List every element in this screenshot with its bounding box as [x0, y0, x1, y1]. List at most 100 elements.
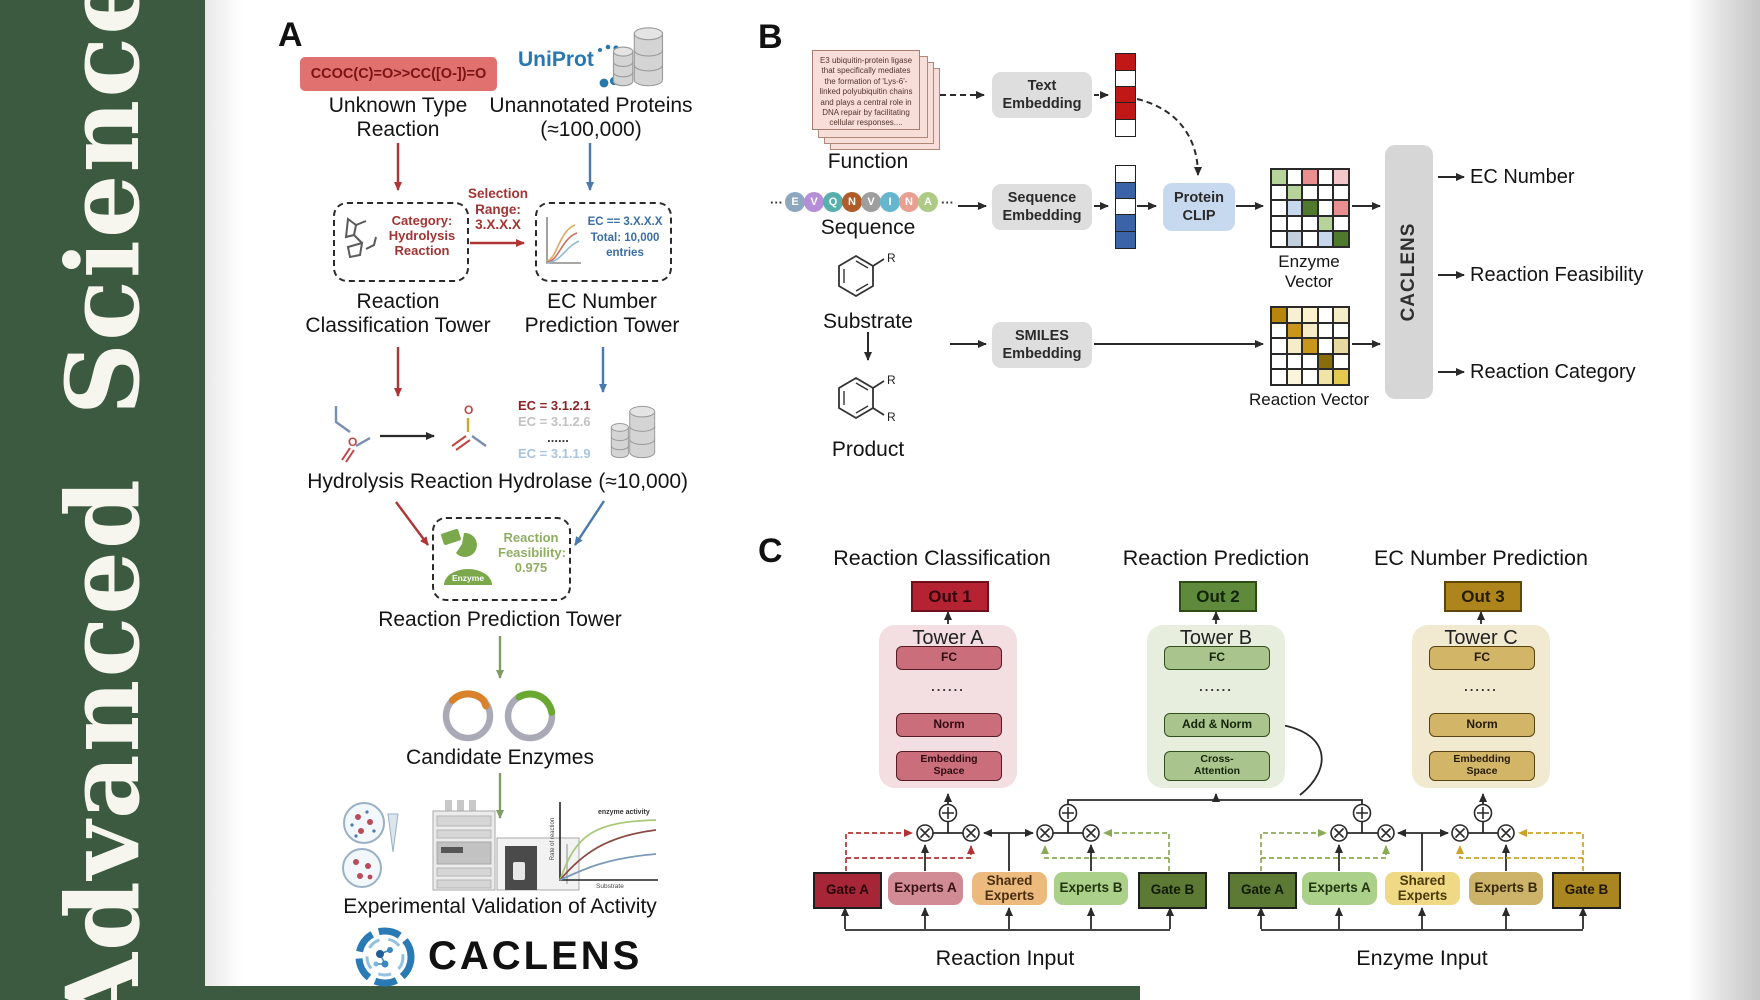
tower-b: Tower B FC ...... Add & Norm Cross- Atte…: [1147, 625, 1285, 788]
matrix-cell: [1286, 353, 1303, 370]
matrix-cell: [1271, 338, 1287, 354]
matrix-cell: [1271, 169, 1287, 185]
tower-a-fc: FC: [896, 646, 1002, 670]
residue-circle: N: [842, 192, 862, 212]
matrix-cell: [1302, 169, 1318, 185]
r-group-label: R: [887, 410, 896, 424]
column-title-ec-number-prediction: EC Number Prediction: [1374, 546, 1588, 570]
matrix-cell: [1317, 353, 1334, 370]
matrix-cell: [1271, 215, 1287, 232]
candidate-enzymes-label: Candidate Enzymes: [406, 746, 594, 769]
matrix-cell: [1302, 307, 1318, 323]
ec-result-item: EC = 3.1.2.6: [518, 414, 591, 429]
vector-cell: [1115, 118, 1136, 137]
panel-a-arrows: [380, 143, 607, 819]
vector-cell: [1115, 230, 1136, 249]
matrix-cell: [1317, 307, 1334, 323]
matrix-cell: [1333, 353, 1349, 370]
matrix-cell: [1333, 369, 1349, 385]
caclens-wordmark: CACLENS: [428, 934, 643, 978]
benzene-icon: R R: [838, 373, 896, 424]
validation-label: Experimental Validation of Activity: [343, 895, 657, 918]
column-title-reaction-prediction: Reaction Prediction: [1122, 546, 1310, 570]
enzyme-vector-matrix: [1270, 168, 1350, 248]
matrix-cell: [1302, 322, 1318, 339]
matrix-cell: [1286, 369, 1303, 385]
substrate-label: Substrate: [823, 310, 913, 333]
reaction-category-text: Category: Hydrolysis Reaction: [388, 213, 456, 258]
r-group-label: R: [887, 373, 896, 387]
enzyme-experts-b: Experts B: [1469, 872, 1543, 905]
column-title-reaction-classification: Reaction Classification: [833, 546, 1051, 570]
tower-c-embedding: Embedding Space: [1429, 751, 1535, 781]
smiles-embedding-box: SMILES Embedding: [992, 322, 1092, 368]
plasmid-icon: [442, 690, 556, 742]
ec-result-item: EC = 3.1.1.9: [518, 446, 591, 461]
out1-box: Out 1: [911, 581, 989, 612]
vector-cell: [1115, 181, 1136, 200]
matrix-cell: [1333, 338, 1349, 354]
matrix-cell: [1302, 200, 1318, 216]
reaction-gate-b: Gate B: [1138, 872, 1207, 909]
ellipsis-left: ···: [770, 194, 783, 210]
feasibility-box: Enzyme Reaction Feasibility: 0.975: [432, 517, 571, 601]
bottom-green-strip: [205, 986, 1140, 1000]
out3-box: Out 3: [1444, 581, 1522, 612]
selection-range-label: Selection Range: 3.X.X.X: [467, 186, 529, 233]
matrix-cell: [1333, 215, 1349, 232]
tower-c-dots: ......: [1464, 679, 1498, 694]
multiply-node-icon: [916, 824, 1515, 842]
matrix-cell: [1286, 169, 1303, 185]
sequence-embedding-box: Sequence Embedding: [992, 184, 1092, 230]
residue-circle: V: [861, 192, 881, 212]
sequence-embedding-vector: [1115, 165, 1136, 249]
reaction-experts-a: Experts A: [888, 872, 963, 905]
matrix-cell: [1286, 231, 1303, 247]
function-label: Function: [827, 150, 909, 173]
matrix-cell: [1271, 369, 1287, 385]
enzyme-experts-a: Experts A: [1302, 872, 1377, 905]
matrix-cell: [1286, 307, 1303, 323]
enzyme-shared-experts: Shared Experts: [1385, 872, 1460, 905]
panel-c-label: C: [758, 532, 783, 570]
matrix-cell: [1317, 338, 1334, 354]
vector-cell: [1115, 214, 1136, 233]
residue-circle: V: [804, 192, 824, 212]
matrix-cell: [1271, 322, 1287, 339]
molecule-icon: [344, 217, 377, 259]
feasibility-text: Reaction Feasibility: 0.975: [498, 530, 566, 575]
panel-b-label: B: [758, 18, 783, 56]
text-embedding-box: Text Embedding: [992, 72, 1092, 118]
reaction-vector-label: Reaction Vector: [1248, 390, 1369, 409]
reaction-experts-b: Experts B: [1054, 872, 1128, 905]
residue-circle: N: [899, 192, 919, 212]
tower-a-title: Tower A: [912, 627, 984, 649]
matrix-cell: [1271, 200, 1287, 216]
matrix-cell: [1317, 322, 1334, 339]
enzyme-gate-a: Gate A: [1228, 872, 1297, 909]
text-embedding-vector: [1115, 53, 1136, 137]
matrix-cell: [1302, 184, 1318, 201]
residue-circle: I: [880, 192, 900, 212]
out2-box: Out 2: [1179, 581, 1257, 612]
vector-cell: [1115, 53, 1136, 72]
plot-annotation: enzyme activity: [598, 809, 650, 816]
ec-result-item: ......: [547, 430, 569, 445]
matrix-cell: [1317, 184, 1334, 201]
product-label: Product: [831, 438, 905, 461]
tower-a-norm: Norm: [896, 713, 1002, 737]
matrix-cell: [1286, 184, 1303, 201]
matrix-cell: [1317, 215, 1334, 232]
svg-text:O: O: [348, 435, 357, 449]
residue-circle: E: [785, 192, 805, 212]
combine-nodes: [916, 803, 1515, 842]
ec-result-item: EC = 3.1.2.1: [518, 398, 591, 413]
reaction-category-box: Category: Hydrolysis Reaction: [333, 202, 469, 282]
matrix-cell: [1333, 200, 1349, 216]
matrix-cell: [1271, 353, 1287, 370]
ec-filter-text: EC == 3.X.X.X Total: 10,000 entries: [587, 216, 663, 260]
activity-plot-axes: [559, 802, 658, 881]
matrix-cell: [1302, 215, 1318, 232]
smiles-reaction-box: CCOC(C)=O>>CC([O-])=O: [300, 57, 497, 91]
